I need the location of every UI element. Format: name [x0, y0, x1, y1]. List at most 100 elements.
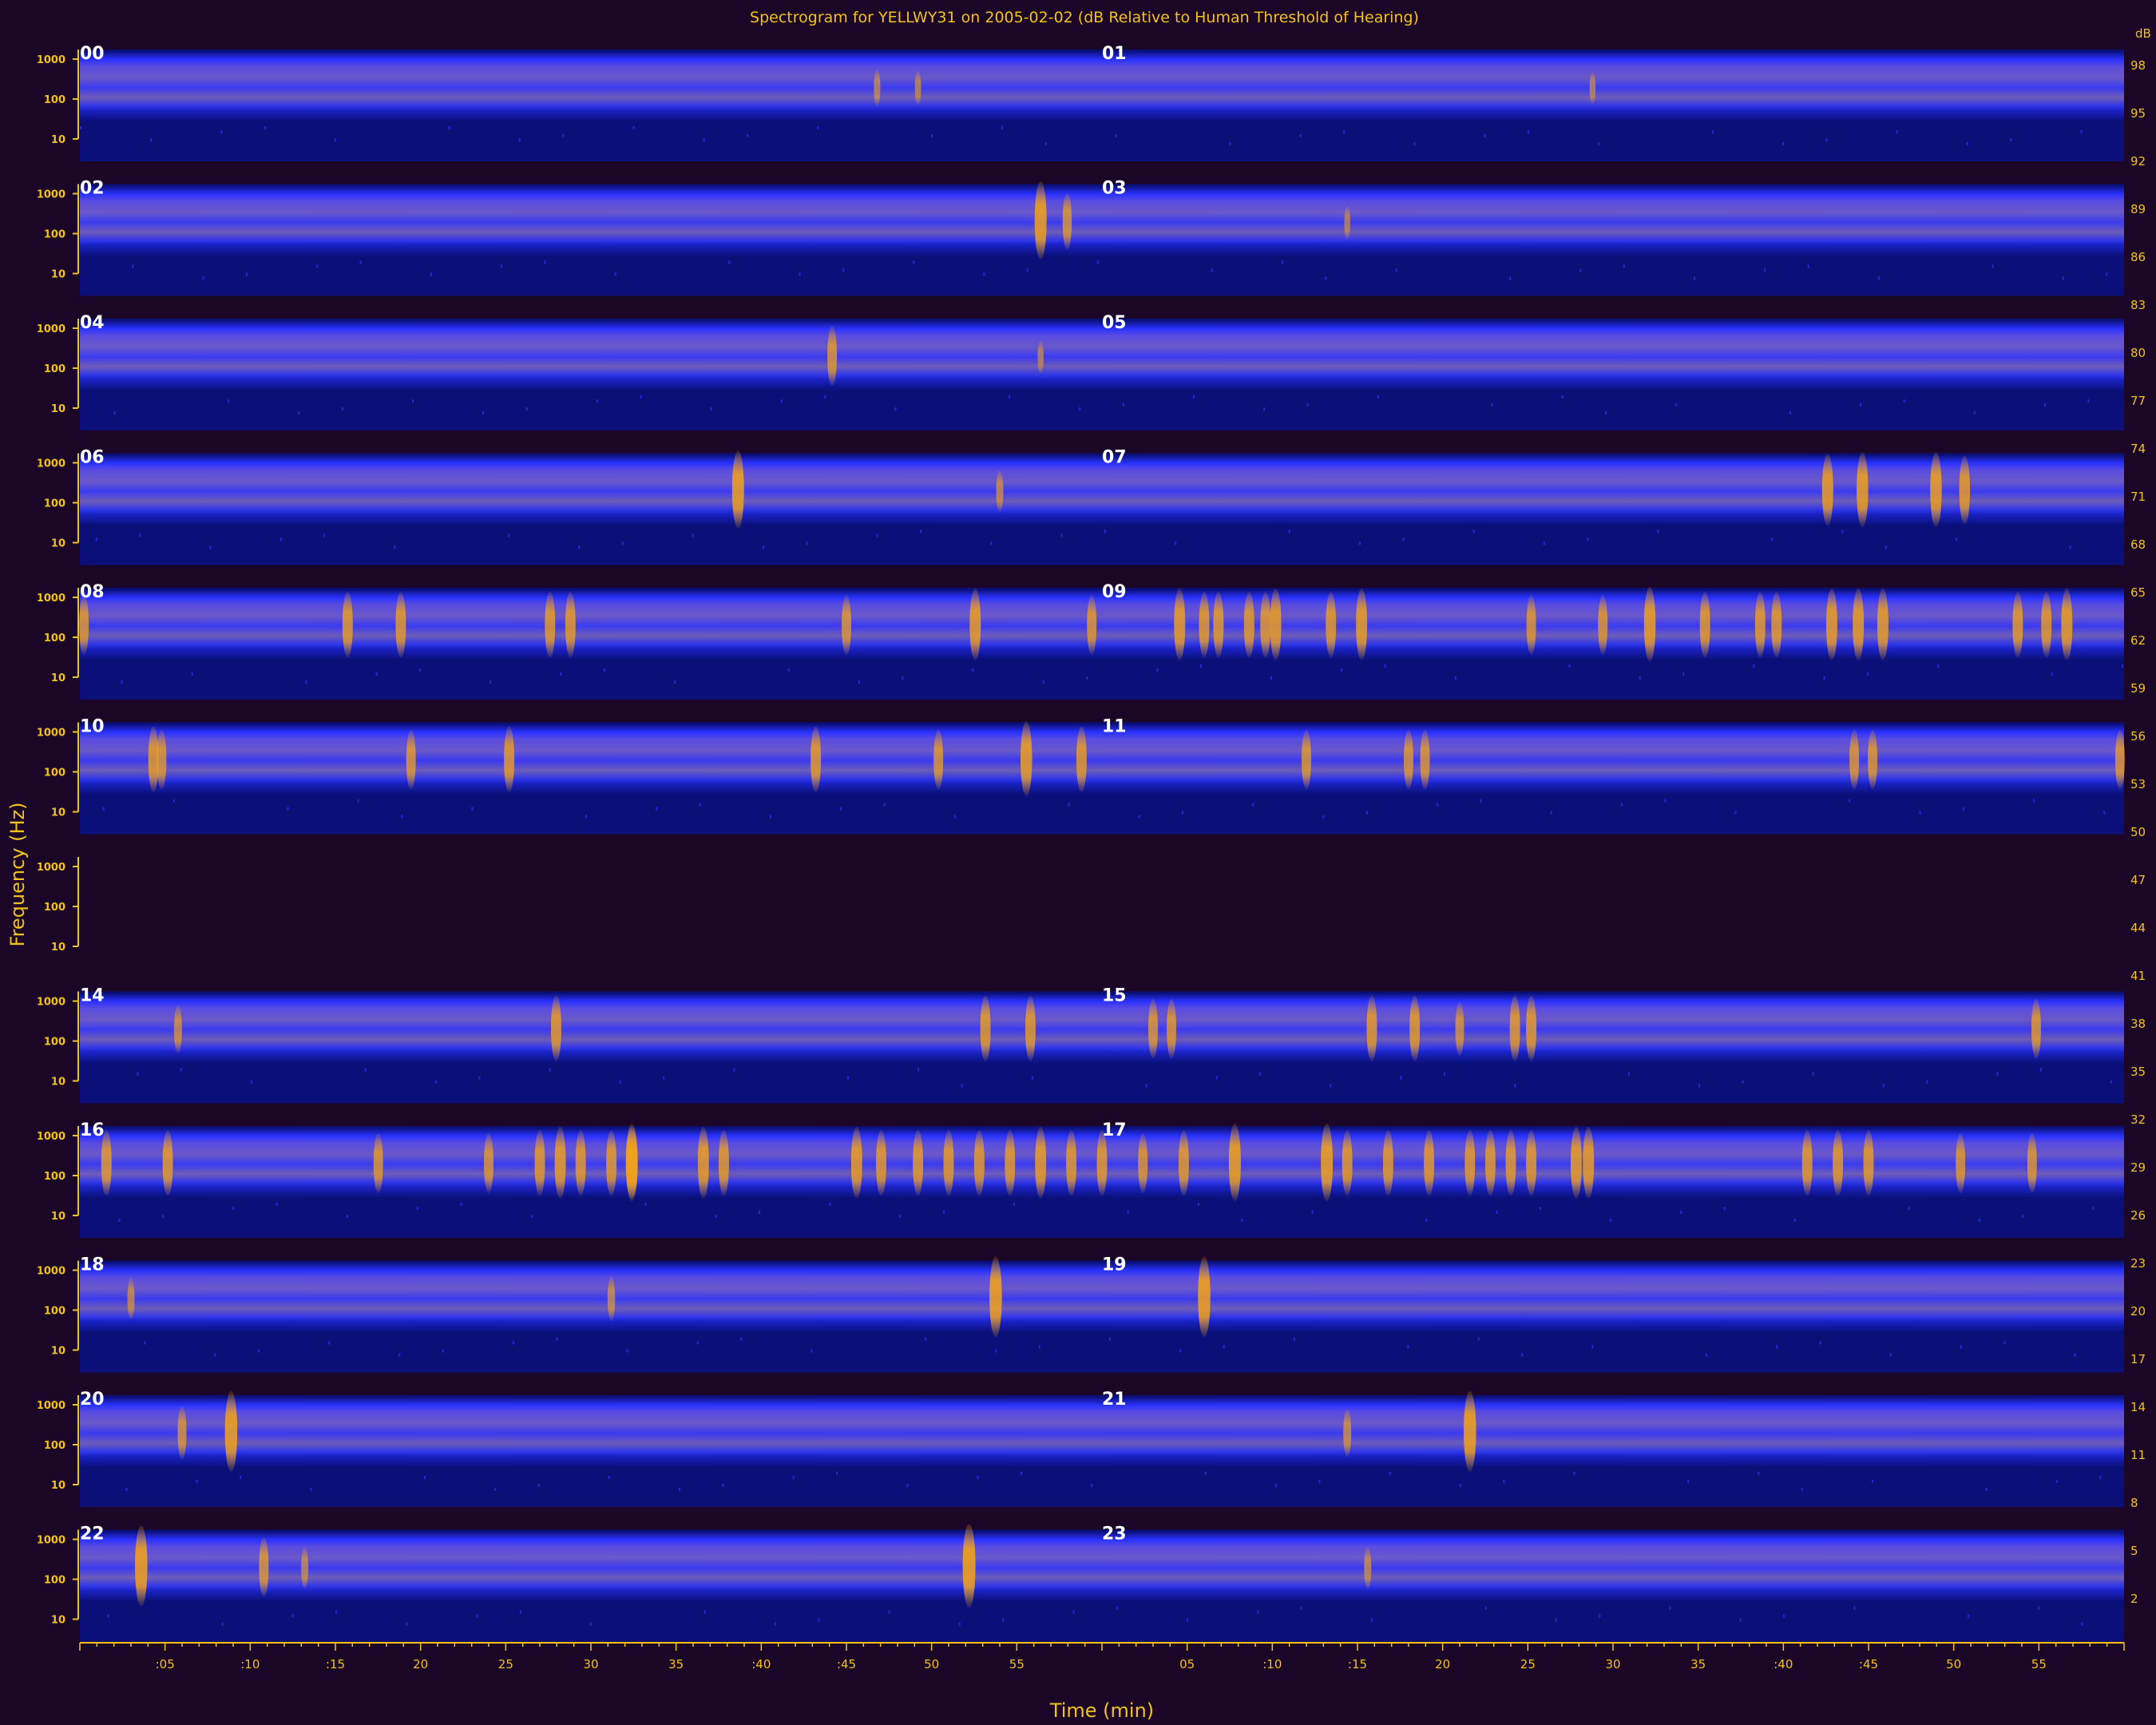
noise-speck [1293, 1337, 1295, 1341]
noise-speck [125, 1488, 128, 1491]
noise-speck [1680, 1211, 1682, 1214]
noise-speck [913, 260, 915, 264]
noise-speck [139, 533, 141, 537]
noise-speck [549, 1068, 551, 1072]
hour-label: 22 [80, 1525, 105, 1545]
hour-label: 19 [1102, 1255, 1127, 1275]
colorbar-tick: 92 [2130, 154, 2146, 169]
y-tick-label: 10 [51, 672, 65, 684]
y-tick-label: 1000 [37, 1400, 65, 1412]
noise-speck [792, 1476, 795, 1479]
noise-speck [1496, 1211, 1498, 1214]
hour-label: 00 [80, 44, 105, 64]
noise-speck [1241, 1219, 1243, 1222]
sound-event [342, 592, 353, 658]
hour-row-02: 1000 100 10 02 03 [37, 179, 2124, 296]
sound-event [1260, 592, 1271, 658]
sound-event [697, 1126, 709, 1199]
noise-speck [556, 1337, 558, 1341]
colorbar-tick: 95 [2130, 106, 2146, 121]
noise-speck [544, 260, 546, 264]
noise-speck [942, 1211, 945, 1214]
noise-speck [1211, 268, 1213, 272]
noise-speck [1539, 1207, 1541, 1210]
hour-label: 04 [80, 313, 105, 333]
noise-speck [1734, 811, 1737, 815]
noise-speck [102, 807, 105, 811]
noise-speck [346, 1215, 348, 1218]
noise-speck [257, 1349, 260, 1353]
noise-speck [983, 272, 985, 276]
noise-speck [2106, 272, 2108, 276]
sound-event [545, 592, 556, 658]
noise-speck [780, 399, 783, 402]
noise-band [80, 320, 2124, 391]
noise-speck [518, 138, 521, 141]
noise-speck [144, 1341, 146, 1345]
colorbar-tick: 56 [2130, 729, 2146, 744]
noise-speck [1978, 1219, 1980, 1222]
noise-speck [787, 668, 790, 672]
x-tick-label: 20 [1435, 1657, 1450, 1671]
noise-speck [1400, 1076, 1402, 1080]
y-tick-label: 100 [44, 363, 65, 375]
colorbar-tick: 71 [2130, 490, 2146, 504]
colorbar-tick: 86 [2130, 250, 2146, 264]
hour-label: 18 [80, 1255, 105, 1275]
sound-event [1076, 726, 1087, 793]
noise-speck [1903, 399, 1905, 402]
noise-speck [692, 533, 694, 537]
sound-event [1821, 454, 1833, 526]
noise-speck [2099, 1476, 2102, 1479]
noise-speck [842, 268, 845, 272]
sound-event [127, 1278, 135, 1320]
noise-speck [1503, 1480, 1505, 1483]
colorbar-tick: 17 [2130, 1352, 2146, 1366]
hour-row-14: 1000 100 10 14 15 [37, 986, 2124, 1104]
noise-speck [512, 1341, 514, 1345]
noise-band [80, 1262, 2124, 1333]
noise-speck [341, 407, 343, 410]
hour-row-10: 1000 100 10 10 11 [37, 717, 2125, 835]
sound-event [1484, 1130, 1496, 1196]
noise-speck [1407, 1345, 1409, 1349]
noise-speck [1480, 799, 1482, 803]
sound-event [2027, 1133, 2037, 1194]
noise-speck [995, 1349, 997, 1353]
noise-speck [1587, 537, 1589, 541]
noise-band [80, 993, 2124, 1064]
noise-speck [2003, 1341, 2006, 1345]
sound-event [1420, 729, 1430, 790]
sound-event [1959, 455, 1971, 525]
noise-speck [1623, 264, 1625, 268]
y-tick-label: 10 [51, 807, 65, 819]
noise-speck [1187, 1618, 1189, 1622]
sound-event [1589, 71, 1596, 105]
sound-event [913, 1130, 924, 1196]
sound-event [1956, 1133, 1966, 1194]
noise-speck [1395, 268, 1397, 272]
sound-event [914, 70, 921, 105]
sound-event [157, 729, 167, 790]
noise-speck [817, 126, 819, 129]
sound-event [996, 470, 1004, 513]
noise-speck [476, 1614, 478, 1618]
noise-speck [507, 533, 509, 537]
noise-speck [419, 668, 422, 672]
colorbar-tick: 77 [2130, 394, 2146, 408]
noise-speck [251, 1080, 253, 1084]
noise-speck [1723, 1207, 1726, 1210]
x-tick-label: 30 [583, 1657, 598, 1671]
noise-speck [394, 545, 396, 549]
noise-speck [1996, 1072, 1999, 1076]
noise-speck [1877, 276, 1880, 280]
sound-event [607, 1275, 616, 1322]
noise-speck [722, 1484, 724, 1487]
sound-event [177, 1406, 187, 1460]
sound-event [1034, 181, 1047, 260]
sound-event [850, 1126, 862, 1199]
colorbar-tick: 89 [2130, 202, 2146, 216]
noise-speck [608, 1476, 610, 1479]
noise-speck [1477, 1337, 1480, 1341]
sound-event [1771, 592, 1782, 658]
